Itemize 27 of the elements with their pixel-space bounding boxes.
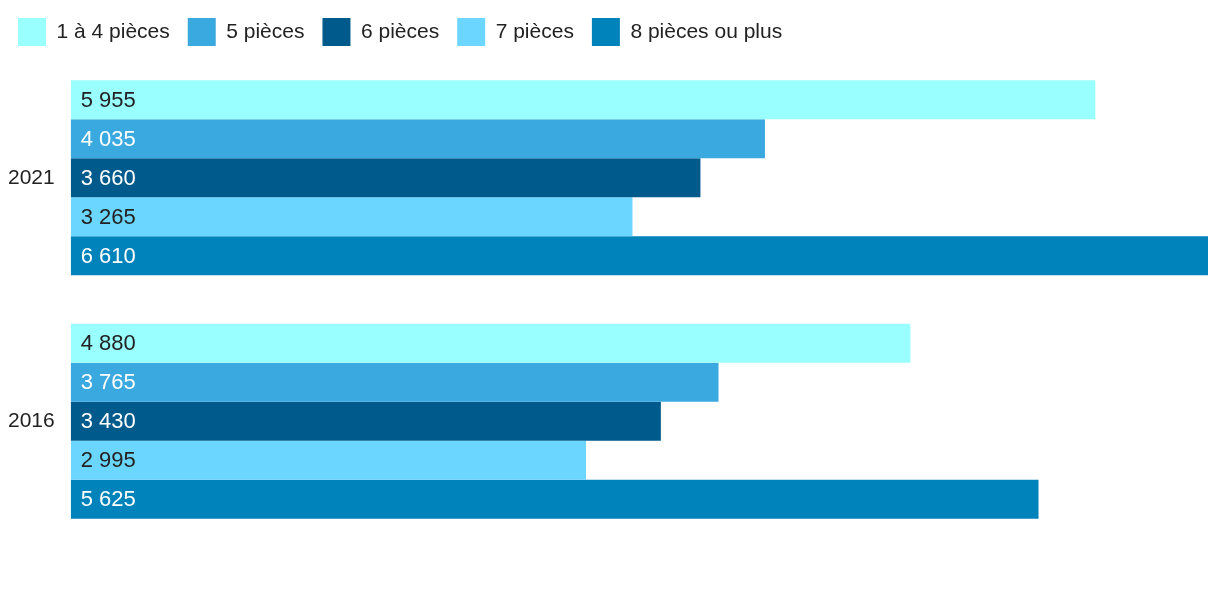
data-label: 5 955 — [80, 86, 136, 112]
bar — [70, 158, 701, 198]
legend-label: 1 à 4 pièces — [56, 18, 170, 42]
data-label: 3 265 — [80, 203, 136, 229]
data-label: 4 880 — [80, 330, 136, 356]
bar — [70, 440, 587, 480]
legend-label: 7 pièces — [495, 18, 574, 42]
data-label: 3 430 — [80, 408, 136, 434]
data-label: 4 035 — [80, 125, 136, 151]
data-label: 2 995 — [80, 447, 136, 473]
legend-label: 6 pièces — [360, 18, 440, 42]
bar — [70, 80, 1096, 120]
bar — [70, 236, 1208, 276]
y-tick-label: 2016 — [8, 408, 55, 432]
bar — [70, 119, 765, 159]
data-label: 3 765 — [80, 369, 136, 395]
data-label: 3 660 — [80, 164, 136, 190]
bar — [70, 197, 633, 237]
legend-label: 5 pièces — [226, 18, 305, 42]
bar — [70, 323, 911, 363]
data-label: 5 625 — [80, 486, 136, 512]
bar — [70, 479, 1039, 519]
bar — [70, 401, 661, 441]
data-label: 6 610 — [80, 242, 136, 268]
bar — [70, 362, 719, 402]
legend-label: 8 pièces ou plus — [630, 18, 783, 42]
y-tick-label: 2021 — [8, 164, 55, 188]
